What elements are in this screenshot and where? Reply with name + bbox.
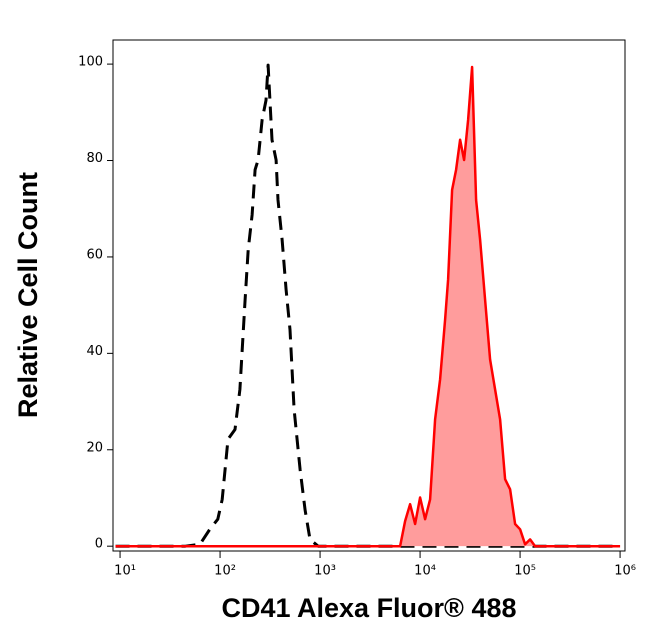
histogram-line [115,65,621,548]
x-tick-label: 10³ [314,564,336,579]
area-fill [115,67,621,547]
x-tick-label: 10⁶ [614,564,636,579]
y-axis-title: Relative Cell Count [13,172,43,418]
x-tick-label: 10² [214,564,236,579]
x-axis-title: CD41 Alexa Fluor® 488 [221,593,516,623]
x-tick-label: 10¹ [114,564,136,579]
y-tick-label: 80 [86,151,103,166]
x-tick-label: 10⁴ [414,564,436,579]
x-tick-label: 10⁵ [514,564,536,579]
y-tick-label: 0 [95,537,103,552]
y-tick-label: 100 [78,55,103,70]
y-tick-label: 40 [86,344,103,359]
y-tick-label: 20 [86,440,103,455]
histogram-line [115,63,621,548]
plot-frame [112,39,626,552]
y-tick-label: 60 [86,247,103,262]
